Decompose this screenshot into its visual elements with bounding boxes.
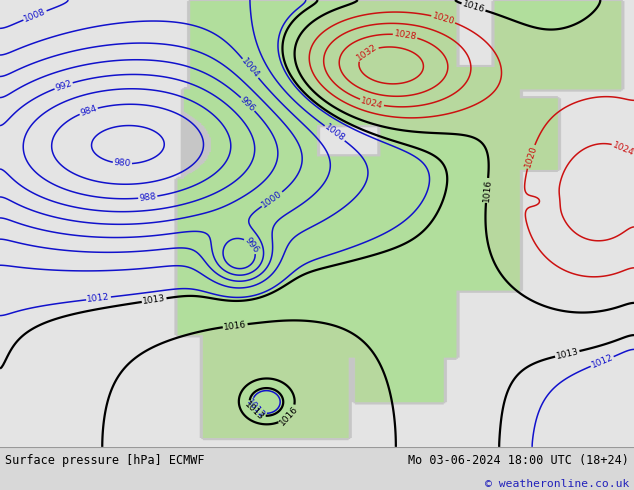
Text: 1012: 1012: [590, 353, 614, 370]
Text: 1020: 1020: [431, 11, 456, 26]
Text: 1012: 1012: [245, 398, 267, 421]
Text: Mo 03-06-2024 18:00 UTC (18+24): Mo 03-06-2024 18:00 UTC (18+24): [408, 454, 629, 467]
Text: 988: 988: [139, 192, 157, 203]
Text: 1013: 1013: [142, 294, 166, 306]
Text: 1012: 1012: [87, 293, 110, 304]
Text: 1016: 1016: [223, 319, 247, 332]
Text: © weatheronline.co.uk: © weatheronline.co.uk: [484, 479, 629, 489]
Text: 1008: 1008: [23, 7, 48, 24]
Text: Surface pressure [hPa] ECMWF: Surface pressure [hPa] ECMWF: [5, 454, 205, 467]
Text: 996: 996: [238, 95, 257, 113]
Text: 1008: 1008: [323, 123, 347, 144]
Text: 1016: 1016: [481, 178, 493, 202]
Text: 1032: 1032: [355, 42, 379, 63]
Text: 1013: 1013: [243, 400, 266, 422]
Text: 1024: 1024: [611, 140, 634, 158]
Text: 1004: 1004: [240, 57, 261, 80]
Text: 1020: 1020: [523, 145, 538, 169]
Text: 1024: 1024: [359, 96, 384, 110]
Text: 1013: 1013: [555, 347, 579, 361]
Text: 996: 996: [243, 236, 261, 255]
Text: 992: 992: [54, 79, 73, 93]
Text: 980: 980: [113, 158, 131, 169]
Text: 1016: 1016: [461, 0, 486, 15]
Text: 1000: 1000: [260, 189, 284, 210]
Text: 1016: 1016: [278, 404, 300, 427]
Text: 1028: 1028: [393, 29, 417, 42]
Text: 984: 984: [79, 104, 98, 118]
